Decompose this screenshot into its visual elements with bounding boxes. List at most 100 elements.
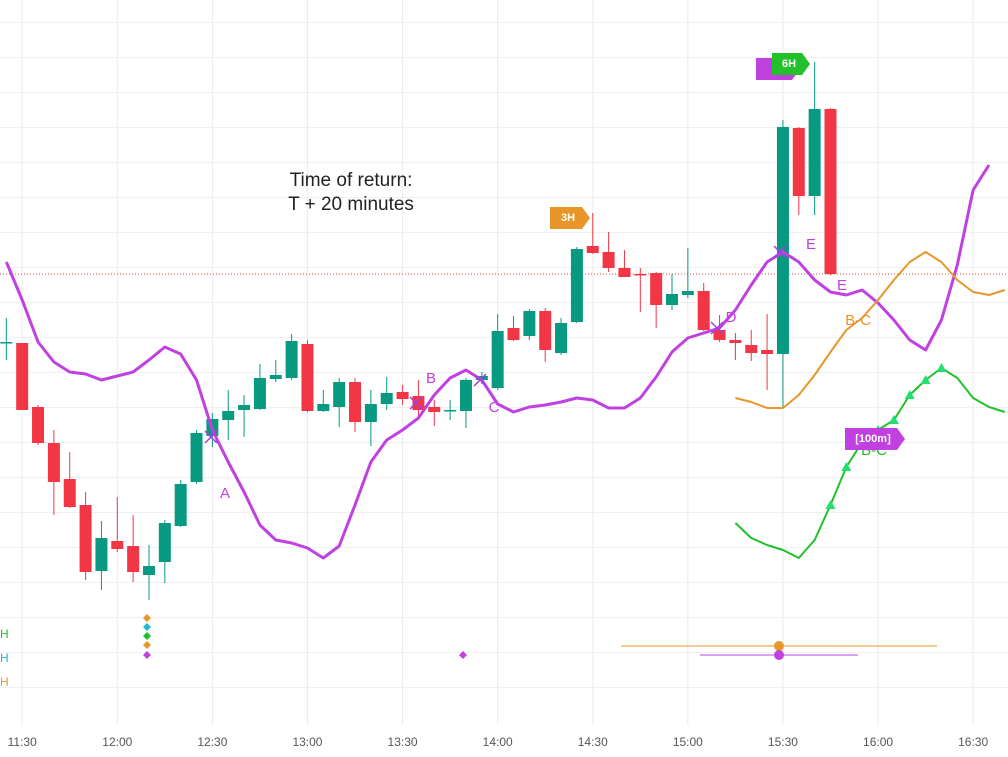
grid (0, 0, 1008, 725)
candle-body (79, 505, 92, 572)
candles (0, 62, 837, 600)
candle-body (269, 375, 282, 379)
candle-body (539, 311, 552, 350)
cross-marker (773, 245, 787, 259)
badge-label: 6H (782, 58, 796, 70)
candle-body (570, 249, 583, 322)
x-tick-label: 15:00 (673, 735, 703, 749)
x-tick-label: 13:30 (388, 735, 418, 749)
signal-markers (143, 614, 937, 660)
candle-body (190, 433, 203, 482)
candle-body (507, 328, 520, 340)
x-tick-label: 14:30 (578, 735, 608, 749)
candle-body (761, 350, 774, 354)
candle-body (681, 291, 694, 295)
badge (845, 428, 905, 450)
diamond (143, 632, 151, 640)
candle-body (444, 410, 457, 412)
candle-body (396, 392, 409, 399)
candle-body (745, 345, 758, 353)
diamond (143, 641, 151, 649)
triangle-marker (904, 390, 915, 399)
candle-body (285, 341, 298, 378)
point-label: A (220, 485, 230, 502)
candle-body (713, 330, 726, 340)
triangle-marker (825, 500, 836, 509)
candle-body (428, 407, 441, 412)
badge (550, 207, 590, 229)
cross-marker (409, 396, 423, 410)
x-tick-label: 16:00 (863, 735, 893, 749)
candle-body (32, 407, 45, 443)
diamond (143, 614, 151, 622)
side-label: H (0, 651, 9, 665)
candle-body (618, 268, 631, 277)
cross-marker (204, 430, 218, 444)
point-label: E (837, 277, 847, 294)
candle-body (253, 378, 266, 409)
candle-body (555, 323, 568, 353)
badge-label: [100m] (855, 433, 891, 445)
diamond (143, 651, 151, 659)
triangle-marker (920, 375, 931, 384)
candle-body (95, 538, 108, 571)
cross-marker (710, 321, 724, 335)
badge (772, 53, 810, 75)
candle-body (729, 340, 742, 343)
x-tick-label: 11:30 (8, 735, 37, 749)
diamond (143, 623, 151, 631)
candle-body (666, 294, 678, 305)
point-label: B (426, 370, 436, 387)
candle-body (222, 411, 235, 420)
candle-body (63, 479, 76, 507)
triangle-marker (888, 415, 899, 424)
candle-body (792, 128, 805, 196)
candle-body (602, 252, 615, 268)
candle-body (364, 404, 377, 422)
x-tick-label: 14:00 (483, 735, 513, 749)
range-dot (774, 641, 784, 651)
annotation: Time of return: (290, 170, 413, 191)
candle-body (808, 109, 821, 196)
annotation: T + 20 minutes (288, 194, 414, 215)
candle-body (380, 393, 393, 404)
triangle-marker (841, 462, 852, 471)
candle-body (158, 523, 171, 562)
candle-body (333, 382, 346, 407)
indicator-line (735, 251, 1006, 409)
candle-body (16, 343, 29, 410)
candle-body (824, 109, 837, 274)
candle-body (349, 382, 362, 422)
candle-body (238, 405, 251, 410)
triangle-marker (936, 363, 947, 372)
candle-body (174, 484, 187, 526)
point-label: C (489, 399, 500, 416)
badge-label: 3H (561, 212, 575, 224)
candle-body (491, 331, 504, 388)
x-tick-label: 12:30 (197, 735, 227, 749)
cross-marker (473, 373, 487, 387)
candle-body (47, 443, 60, 482)
candle-body (301, 344, 314, 411)
candle-body (650, 273, 663, 305)
indicator-line (734, 367, 1006, 559)
candle-body (586, 246, 599, 253)
candle-body (0, 342, 13, 344)
x-tick-label: 12:00 (102, 735, 132, 749)
range-dot (774, 650, 784, 660)
candle-body (459, 380, 472, 411)
candle-body (317, 404, 330, 411)
diamond (459, 651, 467, 659)
candle-body (776, 127, 789, 354)
indicator-line (4, 164, 991, 560)
candle-body (523, 311, 536, 336)
side-label: H (0, 627, 9, 641)
x-tick-label: 13:00 (292, 735, 322, 749)
point-label: E (806, 236, 816, 253)
point-label: B-C (845, 312, 871, 329)
candle-body (111, 541, 124, 549)
candle-body (142, 566, 155, 575)
x-tick-label: 16:30 (958, 735, 988, 749)
point-label: D (726, 309, 737, 326)
